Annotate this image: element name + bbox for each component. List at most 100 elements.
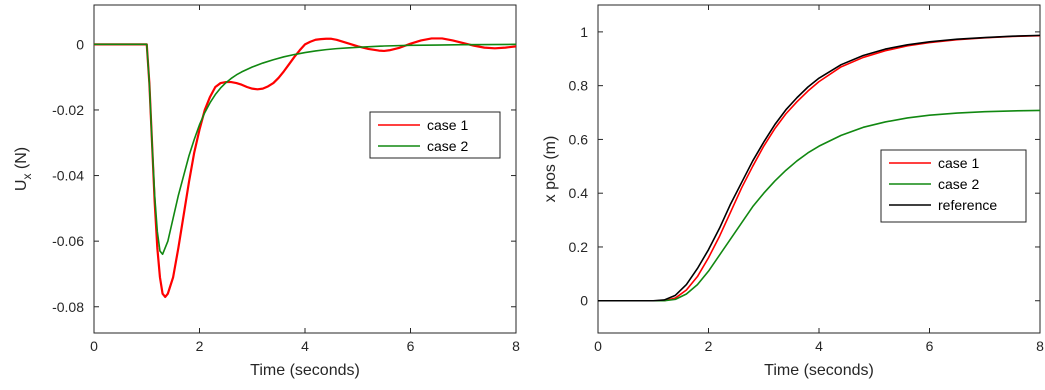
data-point — [315, 39, 317, 41]
data-point — [331, 38, 333, 40]
data-point — [785, 109, 787, 111]
data-point — [241, 71, 243, 73]
data-point — [462, 42, 464, 44]
data-point — [273, 82, 275, 84]
data-point — [178, 247, 180, 249]
data-point — [862, 57, 864, 59]
data-point — [251, 88, 253, 90]
series-line-reference — [598, 34, 1040, 302]
data-point — [159, 276, 161, 278]
data-point — [796, 160, 798, 162]
legend-box — [369, 111, 501, 159]
data-point — [719, 254, 721, 256]
x-tick-label: 2 — [705, 338, 713, 354]
data-point — [763, 141, 765, 143]
data-point — [159, 250, 161, 252]
x-tick-label: 0 — [90, 338, 98, 354]
x-tick-label: 4 — [301, 338, 309, 354]
y-tick-label: 0.2 — [569, 239, 589, 255]
y-axis-label: x pos (m) — [542, 136, 559, 203]
legend-entry: case 2 — [427, 138, 468, 154]
series-line-case-1 — [598, 34, 1040, 302]
data-point — [441, 38, 443, 40]
data-point — [840, 135, 842, 137]
x-tick-label: 4 — [815, 338, 823, 354]
data-point — [157, 247, 159, 249]
y-tick-label: 0 — [76, 36, 84, 52]
data-point — [494, 48, 496, 50]
data-point — [807, 86, 809, 88]
plot-area — [94, 37, 516, 299]
data-point — [220, 87, 222, 89]
data-point — [862, 127, 864, 129]
data-point — [420, 40, 422, 42]
data-point — [193, 139, 195, 141]
data-point — [956, 112, 958, 114]
data-point — [357, 47, 359, 49]
y-tick-label: 1 — [580, 24, 588, 40]
x-axis-label: Time (seconds) — [764, 362, 874, 379]
y-tick-label: -0.02 — [52, 102, 84, 118]
data-point — [652, 300, 654, 302]
data-point — [204, 112, 206, 114]
data-point — [336, 48, 338, 50]
data-point — [741, 222, 743, 224]
data-point — [383, 45, 385, 47]
data-point — [352, 44, 354, 46]
data-point — [267, 86, 269, 88]
data-point — [774, 128, 776, 130]
data-point — [172, 276, 174, 278]
data-point — [697, 284, 699, 286]
data-point — [183, 214, 185, 216]
y-tick-label: -0.06 — [52, 233, 84, 249]
data-point — [149, 83, 151, 85]
data-point — [341, 41, 343, 43]
data-point — [262, 88, 264, 90]
legend-entry: case 1 — [427, 117, 468, 133]
data-point — [505, 47, 507, 49]
data-point — [304, 44, 306, 46]
data-point — [178, 194, 180, 196]
data-point — [664, 299, 666, 301]
legend-entry: case 1 — [938, 155, 979, 171]
data-point — [840, 66, 842, 68]
data-point — [763, 192, 765, 194]
data-point — [193, 152, 195, 154]
y-tick-label: 0.4 — [569, 185, 589, 201]
data-point — [378, 50, 380, 52]
y-tick-label: -0.08 — [52, 299, 84, 315]
data-point — [785, 113, 787, 115]
y-axis-label-unit: (N) — [13, 147, 30, 174]
data-point — [818, 145, 820, 147]
data-point — [410, 43, 412, 45]
data-point — [230, 81, 232, 83]
data-point — [230, 78, 232, 80]
data-point — [885, 50, 887, 52]
data-point — [431, 38, 433, 40]
data-point — [368, 48, 370, 50]
data-point — [225, 82, 227, 84]
y-tick-label: 0.8 — [569, 78, 589, 94]
y-axis-label-subscript: x — [20, 174, 34, 180]
data-point — [164, 296, 166, 298]
data-point — [752, 206, 754, 208]
data-point — [241, 84, 243, 86]
data-point — [257, 89, 259, 91]
data-point — [389, 49, 391, 51]
data-point — [818, 81, 820, 83]
data-point — [236, 82, 238, 84]
chart-control-input: 0 2 4 6 8 0 -0.02 -0.04 -0.06 -0.08 Time (seconds)… — [13, 4, 520, 379]
data-point — [807, 90, 809, 92]
data-point — [215, 86, 217, 88]
data-point — [719, 235, 721, 237]
data-point — [730, 203, 732, 205]
legend-entry: reference — [938, 197, 997, 213]
data-point — [730, 238, 732, 240]
data-point — [1012, 35, 1014, 37]
plot-area — [598, 34, 1040, 302]
data-point — [220, 82, 222, 84]
data-point — [796, 97, 798, 99]
x-tick-label: 2 — [196, 338, 204, 354]
data-point — [151, 142, 153, 144]
data-point — [907, 117, 909, 119]
